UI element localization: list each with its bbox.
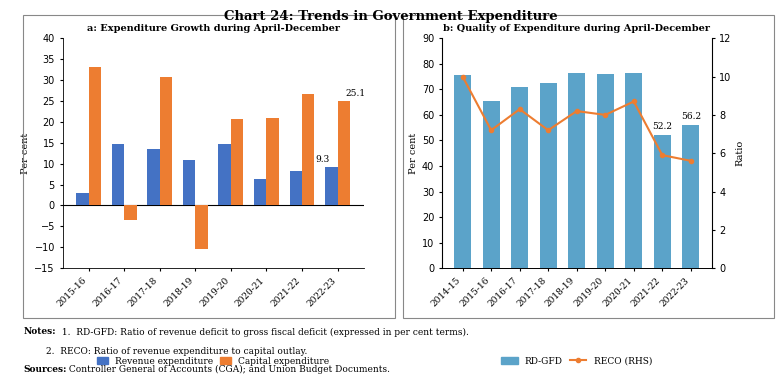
Y-axis label: Per cent: Per cent bbox=[409, 133, 418, 174]
Bar bbox=[482, 101, 500, 268]
Bar bbox=[196, 205, 208, 249]
Text: Sources:: Sources: bbox=[23, 365, 67, 373]
Title: a: Expenditure Growth during April-December: a: Expenditure Growth during April-Decem… bbox=[87, 25, 339, 33]
Text: 25.1: 25.1 bbox=[346, 90, 366, 98]
Y-axis label: Ratio: Ratio bbox=[736, 140, 744, 166]
Text: Notes:: Notes: bbox=[23, 327, 56, 336]
Bar bbox=[218, 144, 231, 205]
Text: Controller General of Accounts (CGA); and Union Budget Documents.: Controller General of Accounts (CGA); an… bbox=[66, 365, 390, 374]
Bar bbox=[338, 101, 350, 205]
Bar bbox=[231, 119, 243, 205]
Bar bbox=[682, 124, 699, 268]
Bar bbox=[511, 87, 529, 268]
Bar bbox=[325, 167, 338, 205]
Title: b: Quality of Expenditure during April-December: b: Quality of Expenditure during April-D… bbox=[443, 25, 710, 33]
Text: 1.  RD-GFD: Ratio of revenue deficit to gross fiscal deficit (expressed in per c: 1. RD-GFD: Ratio of revenue deficit to g… bbox=[59, 327, 468, 337]
Text: 56.2: 56.2 bbox=[681, 112, 701, 121]
Bar bbox=[625, 73, 642, 268]
Bar bbox=[254, 179, 267, 205]
Bar bbox=[88, 67, 101, 205]
Legend: Revenue expenditure, Capital expenditure: Revenue expenditure, Capital expenditure bbox=[93, 353, 333, 369]
Bar bbox=[147, 149, 160, 205]
Bar bbox=[569, 73, 585, 268]
Text: 9.3: 9.3 bbox=[315, 155, 329, 164]
Bar bbox=[112, 144, 124, 205]
Text: Chart 24: Trends in Government Expenditure: Chart 24: Trends in Government Expenditu… bbox=[224, 10, 558, 23]
Bar bbox=[160, 77, 172, 205]
Bar bbox=[183, 160, 196, 205]
Text: 52.2: 52.2 bbox=[652, 122, 673, 131]
Y-axis label: Per cent: Per cent bbox=[21, 133, 30, 174]
Bar bbox=[77, 193, 88, 205]
Bar bbox=[540, 83, 557, 268]
Bar bbox=[267, 118, 279, 205]
Text: 2.  RECO: Ratio of revenue expenditure to capital outlay.: 2. RECO: Ratio of revenue expenditure to… bbox=[23, 347, 308, 355]
Bar bbox=[654, 135, 671, 268]
Bar bbox=[454, 75, 472, 268]
Bar bbox=[597, 74, 614, 268]
Bar bbox=[302, 94, 314, 205]
Bar bbox=[289, 171, 302, 205]
Legend: RD-GFD, RECO (RHS): RD-GFD, RECO (RHS) bbox=[498, 353, 655, 369]
Bar bbox=[124, 205, 137, 220]
